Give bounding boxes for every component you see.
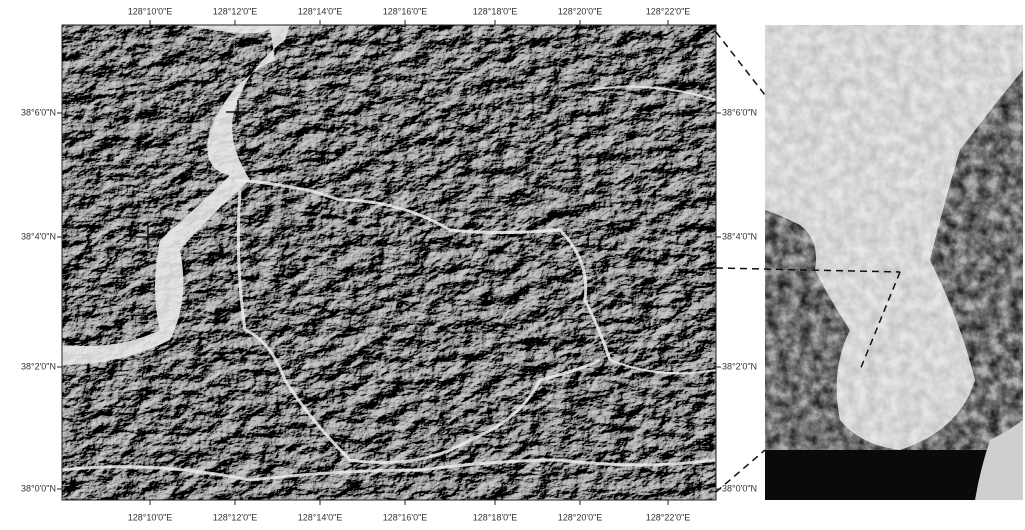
longitude-label: 128°20'0"E	[558, 6, 603, 16]
longitude-label: 128°14'0"E	[298, 6, 343, 16]
latitude-label: 38°4'0"N	[21, 231, 56, 241]
longitude-label: 128°18'0"E	[473, 512, 518, 522]
latitude-label: 38°6'0"N	[722, 107, 757, 117]
longitude-label: 128°12'0"E	[213, 512, 258, 522]
latitude-label: 38°4'0"N	[722, 231, 757, 241]
longitude-label: 128°16'0"E	[383, 512, 428, 522]
longitude-label: 128°16'0"E	[383, 6, 428, 16]
latitude-label: 38°2'0"N	[21, 361, 56, 371]
latitude-label: 38°6'0"N	[21, 107, 56, 117]
longitude-label: 128°20'0"E	[558, 512, 603, 522]
longitude-label: 128°14'0"E	[298, 512, 343, 522]
inset-map	[765, 25, 1023, 500]
longitude-label: 128°10'0"E	[128, 6, 173, 16]
latitude-label: 38°2'0"N	[722, 361, 757, 371]
longitude-label: 128°10'0"E	[128, 512, 173, 522]
longitude-label: 128°12'0"E	[213, 6, 258, 16]
latitude-label: 38°0'0"N	[722, 483, 757, 493]
main-map	[62, 25, 716, 500]
longitude-label: 128°22'0"E	[646, 512, 691, 522]
longitude-label: 128°18'0"E	[473, 6, 518, 16]
longitude-label: 128°22'0"E	[646, 6, 691, 16]
latitude-label: 38°0'0"N	[21, 483, 56, 493]
map-figure: 128°10'0"E 128°10'0"E 128°12'0"E 128°12'0"E…	[0, 0, 1025, 530]
